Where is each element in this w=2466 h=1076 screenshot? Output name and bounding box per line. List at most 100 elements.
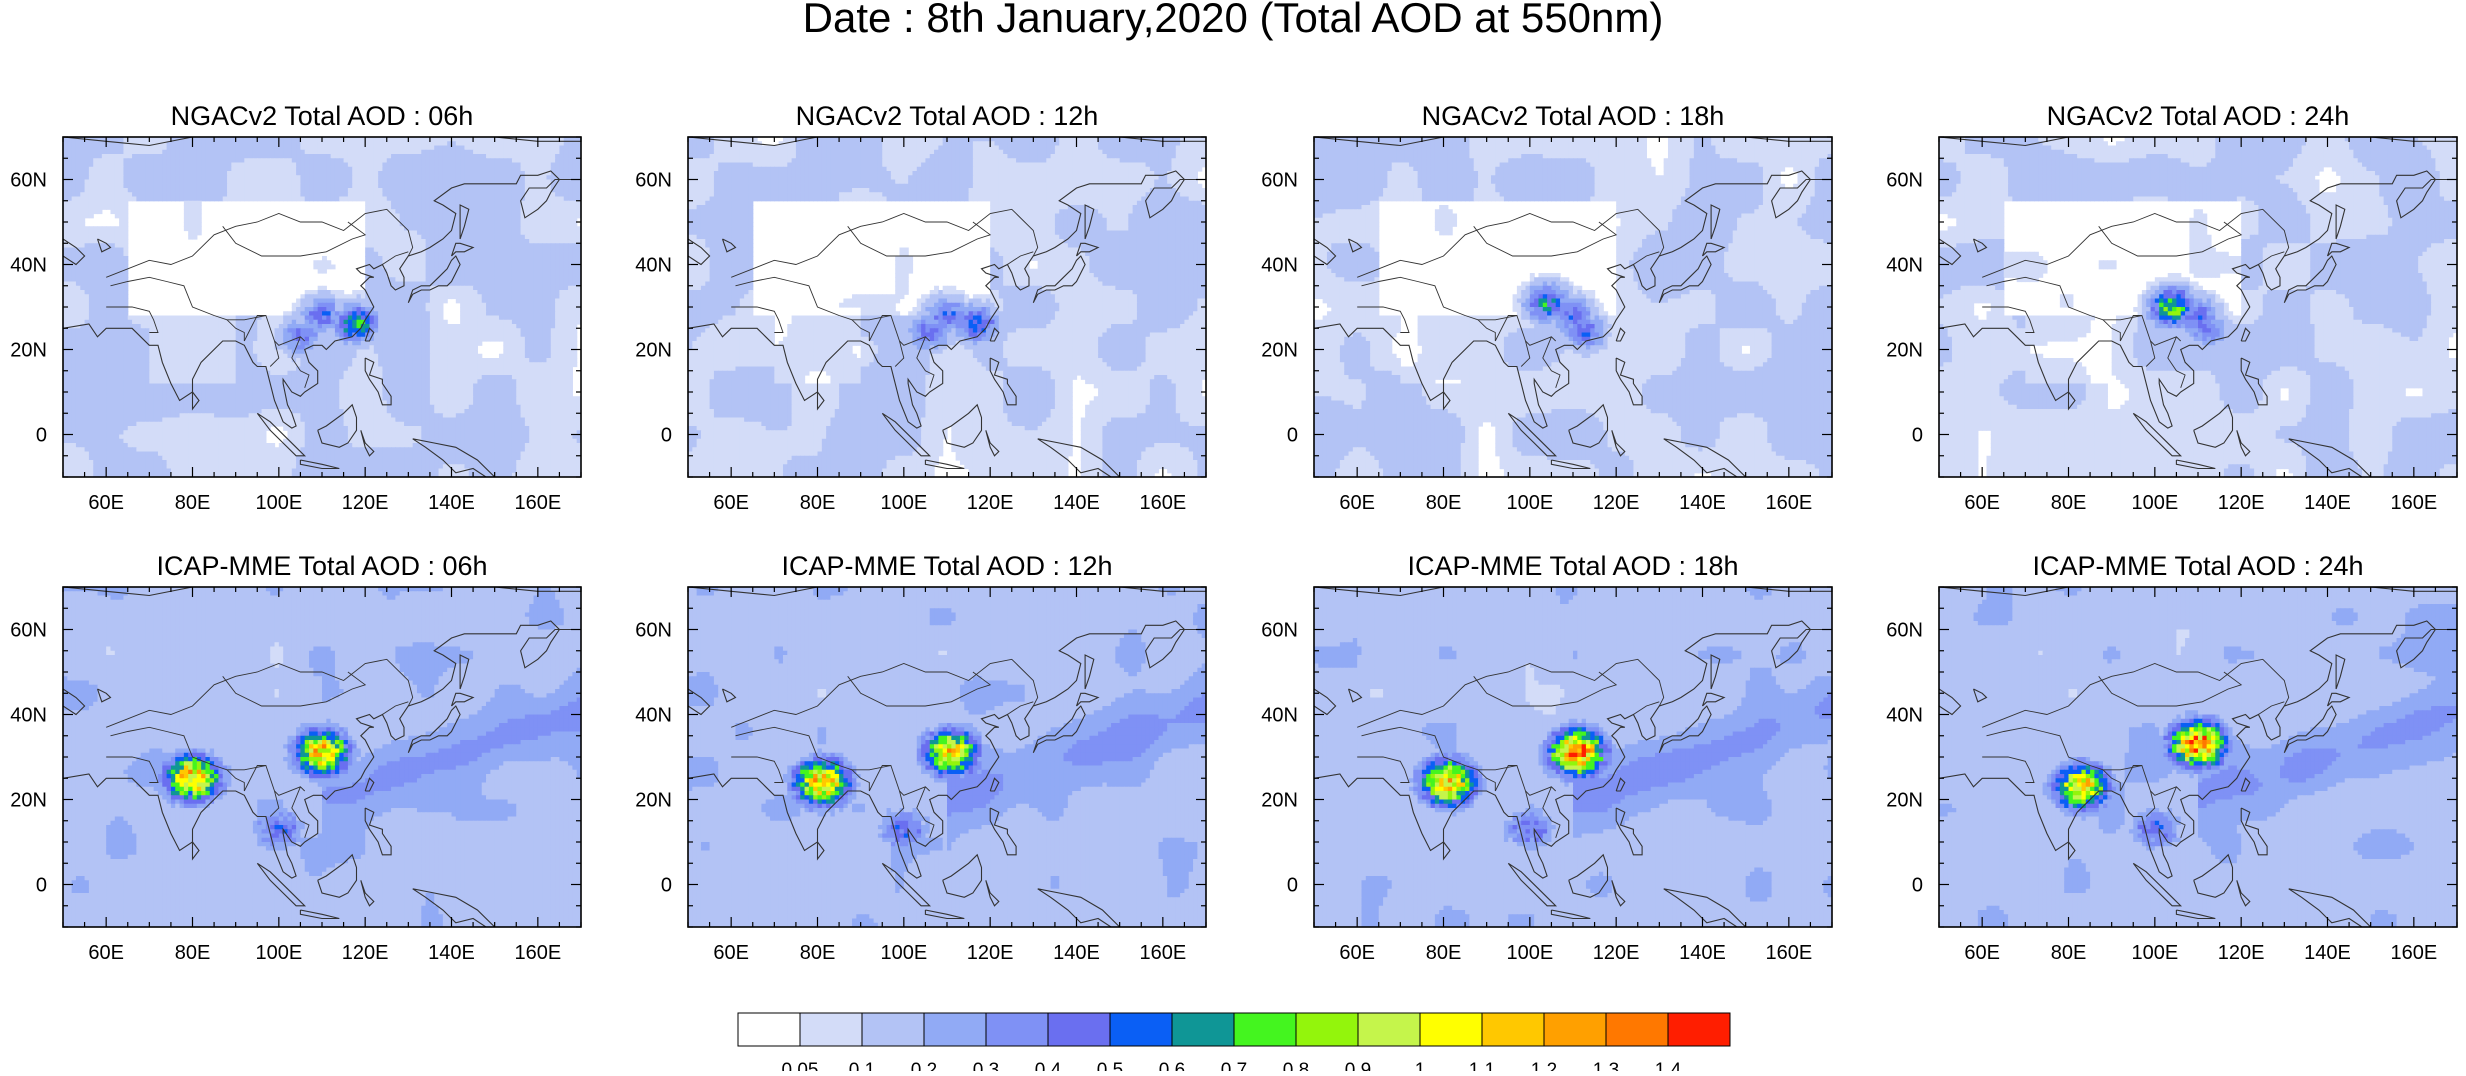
x-tick-label: 80E bbox=[1426, 942, 1462, 964]
x-tick-label: 100E bbox=[255, 492, 302, 514]
colorbar-swatch bbox=[1544, 1013, 1606, 1046]
y-tick-label: 40N bbox=[635, 255, 672, 277]
x-tick-label: 100E bbox=[1506, 492, 1553, 514]
x-tick-label: 80E bbox=[175, 492, 211, 514]
y-tick-label: 60N bbox=[10, 620, 47, 642]
aod-field bbox=[63, 587, 582, 928]
aod-field bbox=[688, 137, 1207, 478]
panel-title: ICAP-MME Total AOD : 24h bbox=[2032, 551, 2363, 581]
y-tick-label: 20N bbox=[1261, 790, 1298, 812]
x-tick-label: 100E bbox=[880, 492, 927, 514]
colorbar-swatch bbox=[1358, 1013, 1420, 1046]
y-tick-label: 20N bbox=[10, 340, 47, 362]
x-tick-label: 140E bbox=[1053, 942, 1100, 964]
y-tick-label: 60N bbox=[1886, 620, 1923, 642]
y-tick-label: 0 bbox=[1287, 875, 1298, 897]
map-panel: ICAP-MME Total AOD : 24h 60E 80E 100E 120E 14… bbox=[1886, 551, 2457, 964]
colorbar-swatch bbox=[862, 1013, 924, 1046]
y-tick-label: 60N bbox=[635, 170, 672, 192]
y-tick-label: 40N bbox=[1261, 705, 1298, 727]
colorbar-swatch bbox=[1110, 1013, 1172, 1046]
colorbar-swatch bbox=[924, 1013, 986, 1046]
colorbar-label: 1.3 bbox=[1593, 1060, 1619, 1071]
x-tick-label: 160E bbox=[1765, 492, 1812, 514]
x-tick-label: 160E bbox=[2390, 492, 2437, 514]
aod-field bbox=[1939, 587, 2458, 928]
y-tick-label: 60N bbox=[10, 170, 47, 192]
x-tick-label: 100E bbox=[880, 942, 927, 964]
colorbar-label: 1 bbox=[1415, 1060, 1426, 1071]
x-tick-label: 80E bbox=[1426, 492, 1462, 514]
y-tick-label: 20N bbox=[1261, 340, 1298, 362]
x-tick-label: 120E bbox=[2218, 492, 2265, 514]
y-tick-label: 0 bbox=[1287, 425, 1298, 447]
map-panel: NGACv2 Total AOD : 06h 60E 80E 100E 120E 140E… bbox=[10, 101, 581, 514]
colorbar-label: 0.3 bbox=[973, 1060, 999, 1071]
x-tick-label: 60E bbox=[1964, 942, 2000, 964]
y-tick-label: 40N bbox=[10, 255, 47, 277]
colorbar-label: 0.8 bbox=[1283, 1060, 1309, 1071]
colorbar-label: 1.1 bbox=[1469, 1060, 1495, 1071]
colorbar-swatch bbox=[800, 1013, 862, 1046]
y-tick-label: 0 bbox=[1912, 425, 1923, 447]
colorbar-swatch bbox=[1482, 1013, 1544, 1046]
y-tick-label: 60N bbox=[1886, 170, 1923, 192]
x-tick-label: 80E bbox=[800, 942, 836, 964]
x-tick-label: 60E bbox=[1339, 492, 1375, 514]
colorbar-label: 0.4 bbox=[1035, 1060, 1062, 1071]
x-tick-label: 80E bbox=[175, 942, 211, 964]
y-tick-label: 60N bbox=[635, 620, 672, 642]
panel-title: ICAP-MME Total AOD : 12h bbox=[781, 551, 1112, 581]
colorbar-label: 1.2 bbox=[1531, 1060, 1557, 1071]
colorbar-label: 0.05 bbox=[782, 1060, 819, 1071]
x-tick-label: 120E bbox=[342, 492, 389, 514]
panel-title: ICAP-MME Total AOD : 18h bbox=[1407, 551, 1738, 581]
y-tick-label: 0 bbox=[661, 875, 672, 897]
aod-field bbox=[63, 137, 582, 478]
panel-title: NGACv2 Total AOD : 18h bbox=[1422, 101, 1725, 131]
panel-title: NGACv2 Total AOD : 12h bbox=[796, 101, 1099, 131]
y-tick-label: 40N bbox=[1886, 705, 1923, 727]
panel-title: NGACv2 Total AOD : 06h bbox=[171, 101, 474, 131]
y-tick-label: 40N bbox=[1261, 255, 1298, 277]
panel-title: NGACv2 Total AOD : 24h bbox=[2047, 101, 2350, 131]
x-tick-label: 80E bbox=[2051, 492, 2087, 514]
x-tick-label: 140E bbox=[428, 942, 475, 964]
panels: NGACv2 Total AOD : 06h 60E 80E 100E 120E 140E… bbox=[10, 101, 2457, 964]
colorbar-swatch bbox=[1234, 1013, 1296, 1046]
panel-title: ICAP-MME Total AOD : 06h bbox=[156, 551, 487, 581]
x-tick-label: 120E bbox=[967, 492, 1014, 514]
y-tick-label: 40N bbox=[1886, 255, 1923, 277]
colorbar-label: 1.4 bbox=[1655, 1060, 1682, 1071]
colorbar-swatch bbox=[986, 1013, 1048, 1046]
x-tick-label: 60E bbox=[88, 492, 124, 514]
colorbar-label: 0.2 bbox=[911, 1060, 937, 1071]
x-tick-label: 100E bbox=[2131, 942, 2178, 964]
y-tick-label: 0 bbox=[1912, 875, 1923, 897]
colorbar-swatch bbox=[1668, 1013, 1730, 1046]
y-tick-label: 0 bbox=[36, 875, 47, 897]
x-tick-label: 60E bbox=[713, 492, 749, 514]
x-tick-label: 60E bbox=[1964, 492, 2000, 514]
y-tick-label: 20N bbox=[1886, 790, 1923, 812]
colorbar-label: 0.1 bbox=[849, 1060, 875, 1071]
x-tick-label: 100E bbox=[1506, 942, 1553, 964]
x-tick-label: 120E bbox=[2218, 942, 2265, 964]
aod-field bbox=[688, 587, 1207, 928]
x-tick-label: 80E bbox=[2051, 942, 2087, 964]
colorbar-swatch bbox=[1606, 1013, 1668, 1046]
x-tick-label: 100E bbox=[2131, 492, 2178, 514]
x-tick-label: 140E bbox=[2304, 942, 2351, 964]
colorbar-label: 0.5 bbox=[1097, 1060, 1123, 1071]
x-tick-label: 120E bbox=[967, 942, 1014, 964]
x-tick-label: 120E bbox=[342, 942, 389, 964]
x-tick-label: 140E bbox=[428, 492, 475, 514]
